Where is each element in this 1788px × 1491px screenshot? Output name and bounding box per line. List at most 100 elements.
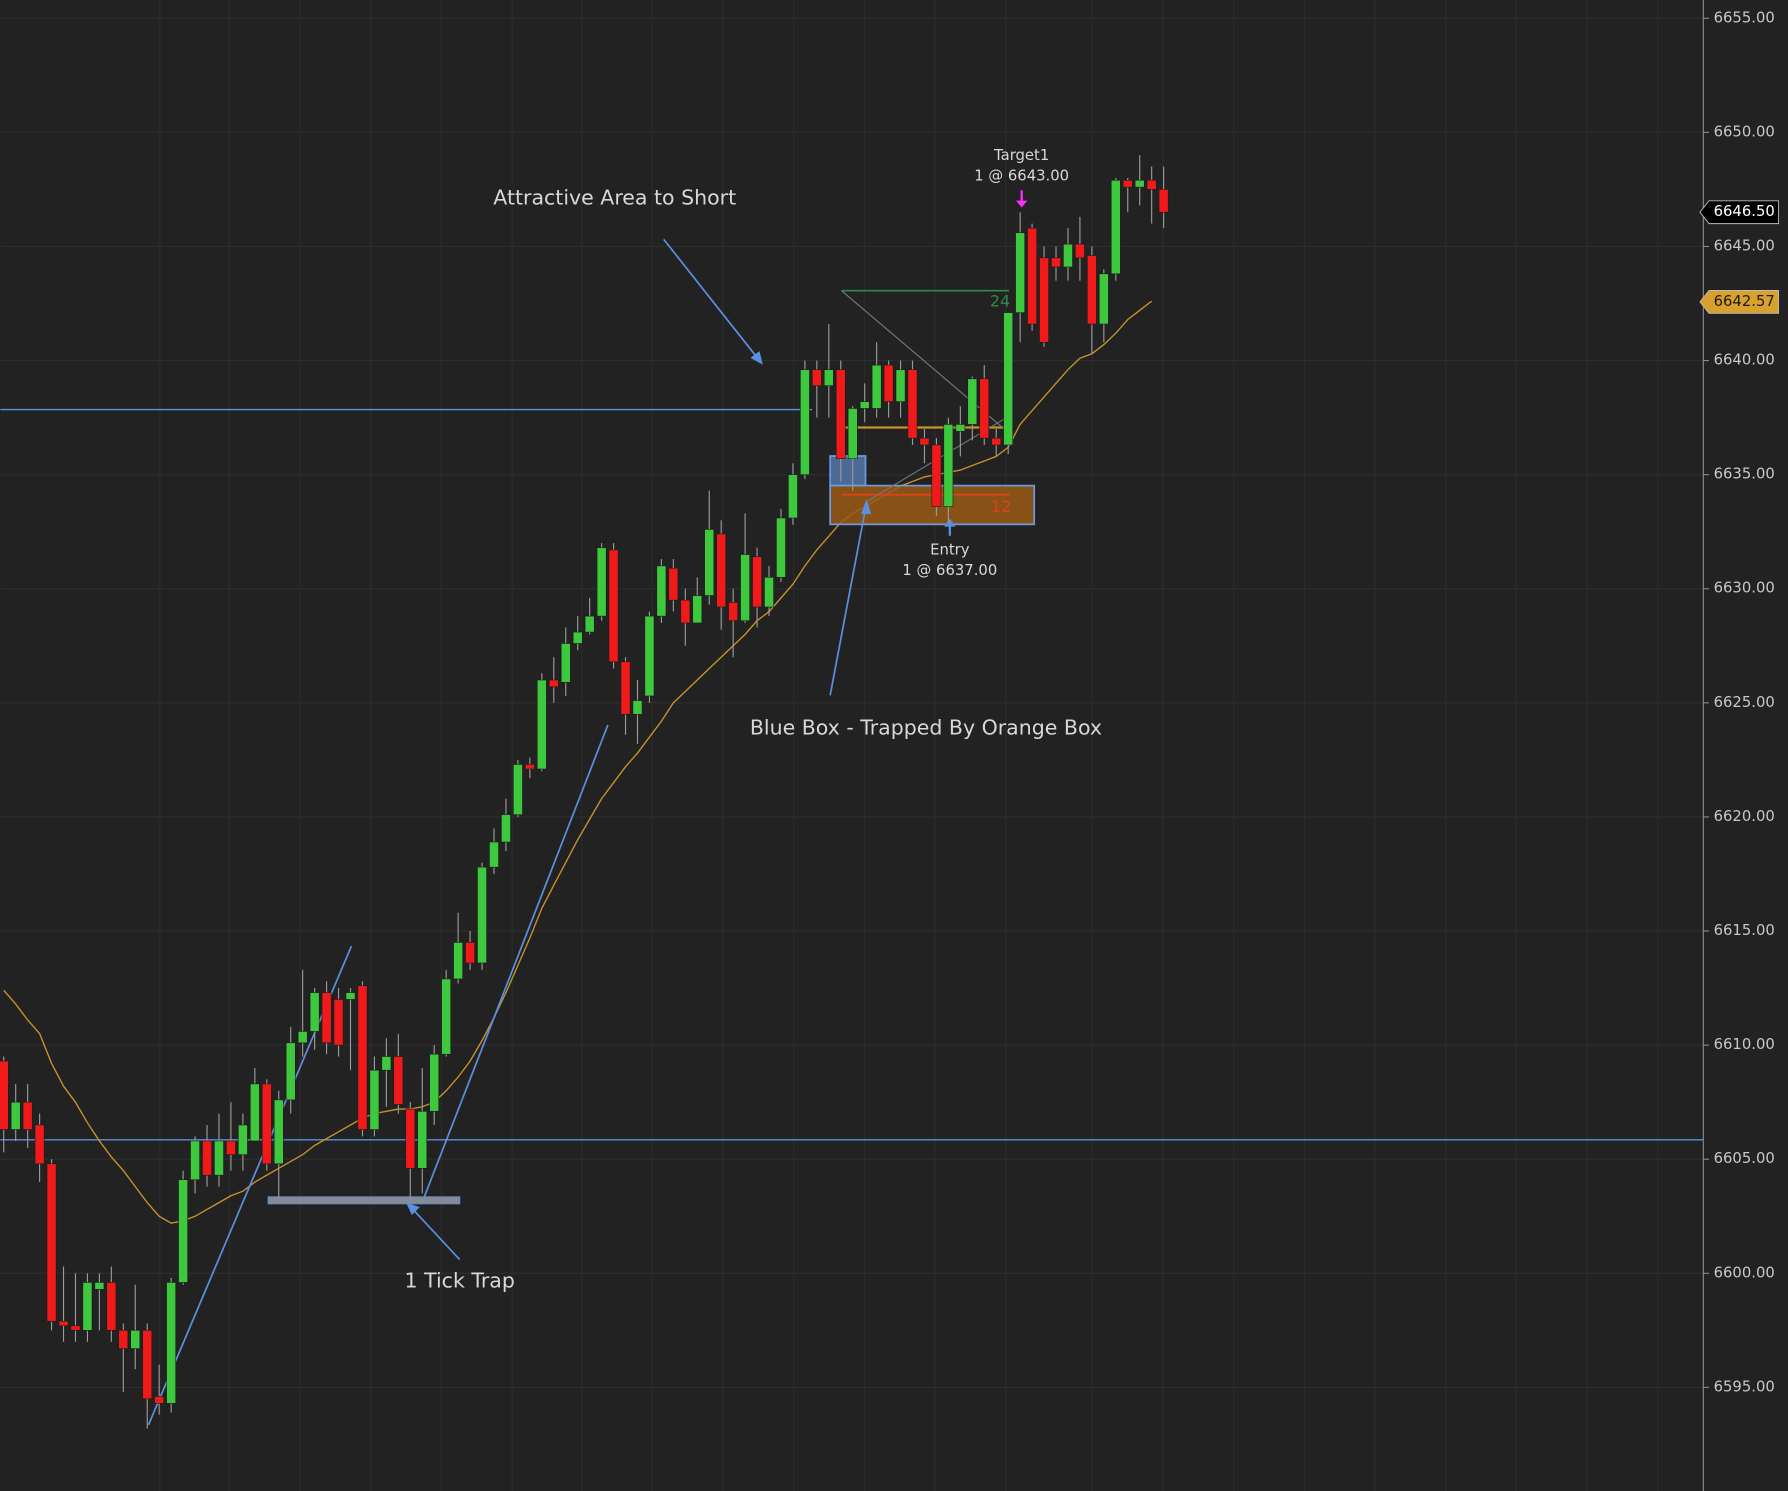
y-tick-label: 6620.00	[1714, 808, 1775, 825]
candle-body	[752, 556, 762, 608]
trap-box	[267, 1196, 461, 1205]
price-marker	[1699, 200, 1780, 225]
stop-ticks: 12	[991, 497, 1011, 516]
price-marker	[1699, 290, 1780, 314]
candle-body	[214, 1140, 224, 1176]
candle-body	[22, 1101, 33, 1130]
y-tick-label: 6635.00	[1714, 466, 1775, 483]
y-tick-label: 6625.00	[1714, 694, 1775, 711]
candle-body	[477, 866, 487, 964]
candle-body	[991, 437, 1002, 446]
candle-body	[1158, 189, 1169, 213]
candle-body	[1027, 227, 1037, 325]
candle-body	[10, 1101, 21, 1130]
target-ticks: 24	[990, 292, 1010, 311]
candle-body	[632, 700, 643, 715]
target-arrow-head	[1015, 200, 1028, 208]
candle-body	[429, 1053, 440, 1112]
candle-body	[776, 517, 786, 578]
entry-label: Entry	[930, 542, 970, 559]
candle-body	[130, 1330, 141, 1349]
candle-body	[58, 1320, 69, 1327]
candle-body	[847, 408, 858, 459]
candle-body	[393, 1056, 404, 1105]
blue-box	[829, 455, 867, 487]
candle-body	[596, 547, 607, 617]
candle-body	[118, 1330, 129, 1349]
candle-body	[405, 1108, 416, 1169]
annotation: Attractive Area to Short	[493, 185, 736, 209]
candle-body	[584, 615, 595, 633]
candle-body	[513, 764, 523, 815]
candle-body	[1003, 312, 1014, 446]
candle-body	[261, 1083, 272, 1165]
price-marker-label: 6642.57	[1714, 293, 1775, 310]
candle-body	[381, 1056, 392, 1071]
candle-body	[226, 1140, 236, 1155]
y-tick-label: 6600.00	[1714, 1264, 1775, 1281]
candle-body	[70, 1325, 81, 1331]
candle-body	[273, 1099, 284, 1165]
entry-fill: 1 @ 6637.00	[902, 562, 997, 579]
price-marker-label: 6646.50	[1714, 203, 1775, 220]
entry-arrow-head	[944, 518, 956, 527]
y-tick-label: 6615.00	[1714, 922, 1775, 939]
y-tick-label: 6640.00	[1714, 352, 1775, 369]
y-tick-label: 6605.00	[1714, 1150, 1775, 1167]
candle-body	[489, 841, 499, 868]
candle-body	[668, 567, 679, 601]
candle-body	[608, 549, 619, 663]
candle-body	[345, 992, 356, 1000]
candle-body	[728, 602, 738, 621]
candle-body	[1087, 255, 1097, 325]
arrow	[663, 238, 760, 360]
candle-body	[465, 942, 475, 964]
candle-body	[190, 1140, 200, 1181]
candle-body	[1039, 257, 1049, 343]
candle-body	[572, 631, 583, 644]
candle-body	[1098, 273, 1109, 325]
arrow	[829, 508, 867, 696]
candle-body	[680, 599, 691, 624]
y-tick-label: 6595.00	[1714, 1378, 1775, 1395]
moving-average	[3, 300, 1153, 1224]
y-tick-label: 6645.00	[1714, 237, 1775, 254]
y-axis-labels: 6595.00 6600.00 6605.00 6610.00 6615.00 6620.…	[1699, 9, 1780, 1395]
trend-line	[421, 724, 609, 1203]
candle-body	[716, 533, 727, 608]
annotations: Attractive Area to Short Blue Box - Trap…	[405, 147, 1102, 1292]
ma-line	[3, 300, 1153, 1224]
candle-body	[34, 1124, 45, 1165]
vertical-grid	[159, 0, 1659, 1491]
candle-body	[1015, 232, 1025, 313]
candle-body	[883, 364, 894, 402]
candle-body	[895, 369, 906, 402]
candle-body	[692, 595, 703, 624]
candle-body	[297, 1031, 308, 1044]
candle-body	[417, 1111, 428, 1169]
candle-body	[106, 1282, 117, 1331]
arrow-head	[750, 351, 763, 365]
annotation: 1 Tick Trap	[405, 1268, 515, 1292]
y-tick-label: 6610.00	[1714, 1036, 1775, 1053]
candle-body	[1075, 243, 1085, 259]
candle-body	[369, 1069, 380, 1130]
candle-body	[800, 369, 810, 475]
candle-body	[620, 661, 631, 715]
annotation: Blue Box - Trapped By Orange Box	[750, 715, 1102, 739]
arrow-head	[860, 499, 872, 515]
candle-body	[333, 999, 344, 1046]
candle-body	[357, 985, 368, 1130]
candle-body	[859, 401, 870, 409]
target-fill: 1 @ 6643.00	[974, 168, 1069, 185]
candle-body	[979, 378, 990, 439]
arrow-head	[406, 1202, 420, 1216]
candle-body	[835, 369, 846, 459]
horizontal-lines	[0, 408, 1704, 1141]
candle-body	[955, 424, 966, 432]
candle-body	[501, 814, 511, 843]
candle-body	[309, 992, 320, 1032]
candle-body	[907, 369, 918, 439]
